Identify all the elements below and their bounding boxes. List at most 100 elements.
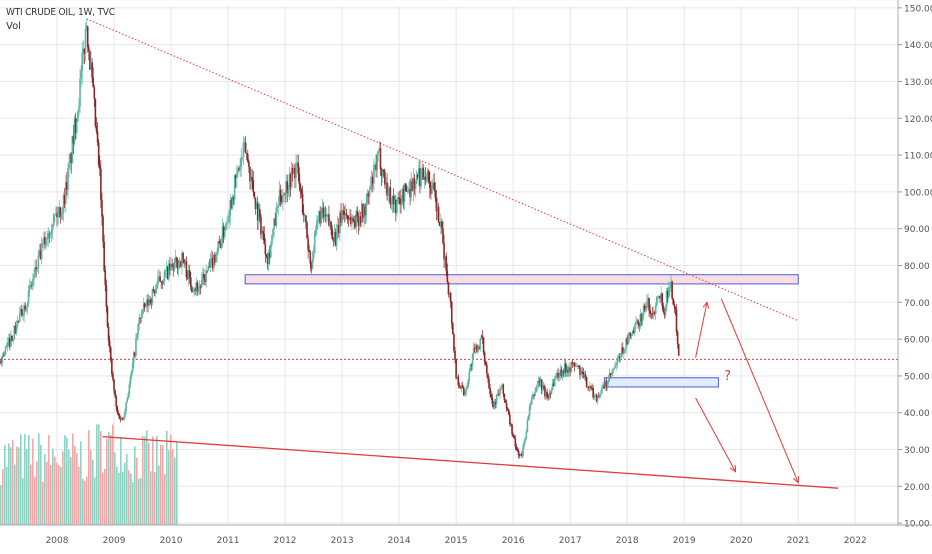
candle-body: [85, 26, 88, 30]
candle-body: [674, 306, 677, 310]
candle-body: [2, 355, 5, 357]
candle-body: [393, 200, 396, 205]
volume-bar: [10, 447, 12, 525]
candle-body: [183, 259, 186, 264]
candle-body: [115, 396, 118, 407]
candle-body: [464, 394, 466, 396]
candle-body: [63, 195, 66, 204]
candle-body: [327, 214, 329, 216]
candle-body: [548, 393, 551, 398]
candle-body: [444, 256, 446, 260]
candle-body: [607, 379, 610, 383]
candle-body: [154, 288, 157, 294]
candle-body: [163, 271, 166, 282]
volume-bar: [24, 434, 26, 525]
candle-body: [229, 199, 232, 216]
candle-body: [572, 362, 575, 365]
candle-body: [27, 290, 30, 304]
candle-body: [520, 453, 522, 456]
volume-bar: [158, 465, 160, 525]
candle-body: [395, 200, 397, 213]
candle-body: [441, 221, 443, 229]
candle-body: [376, 153, 378, 170]
candle-body: [505, 402, 508, 409]
candle-body: [524, 438, 527, 442]
candle-body: [320, 211, 323, 224]
candle-body: [261, 230, 263, 235]
projection-arrow: [720, 298, 798, 483]
volume-bar: [84, 480, 86, 525]
candle-body: [334, 231, 337, 246]
candle-body: [509, 414, 511, 425]
candle-body: [355, 210, 358, 228]
candle-body: [77, 111, 79, 122]
candle-body: [632, 330, 635, 333]
question-mark-annotation: ?: [724, 369, 731, 384]
symbol-label[interactable]: WTI CRUDE OIL, 1W, TVC: [6, 7, 115, 18]
candle-body: [287, 189, 290, 194]
candle-body: [268, 252, 271, 258]
candle-body: [525, 431, 528, 439]
candle-body: [652, 312, 655, 314]
candle-body: [423, 176, 426, 180]
candle-body: [241, 156, 244, 158]
y-tick-label: 20.00: [904, 483, 930, 493]
candle-body: [447, 282, 450, 295]
candle-body: [547, 397, 550, 399]
candle-body: [347, 219, 350, 220]
candle-body: [94, 98, 97, 127]
candle-body: [651, 313, 654, 315]
volume-bar: [140, 477, 142, 525]
volume-bar: [150, 471, 152, 525]
candle-body: [158, 276, 160, 278]
candle-body: [512, 434, 514, 436]
candle-body: [239, 167, 241, 171]
volume-bar: [162, 445, 164, 525]
candle-body: [120, 417, 123, 419]
volume-label[interactable]: Vol: [6, 21, 21, 32]
volume-bars: [0, 424, 178, 525]
candle-body: [316, 220, 318, 230]
candle-body: [574, 366, 577, 368]
projection-arrows[interactable]: [695, 298, 799, 483]
candle-body: [26, 303, 29, 308]
candle-body: [510, 424, 512, 425]
candle-body: [484, 361, 487, 365]
candle-body: [413, 178, 416, 190]
candle-body: [442, 228, 444, 243]
candle-body: [248, 161, 250, 168]
candle-body: [612, 369, 614, 374]
candle-body: [573, 362, 576, 367]
candle-body: [301, 194, 304, 213]
candle-body: [402, 188, 405, 202]
candle-body: [449, 292, 452, 303]
candle-body: [252, 180, 255, 192]
candle-body: [176, 260, 179, 269]
candle-body: [86, 26, 89, 48]
candle-body: [659, 296, 661, 299]
volume-bar: [30, 464, 32, 525]
candle-body: [51, 225, 54, 231]
volume-bar: [118, 472, 120, 525]
candle-body: [570, 362, 573, 372]
y-tick-label: 110.00: [904, 152, 932, 162]
support-zone: [603, 377, 719, 388]
candle-body: [106, 306, 109, 327]
candle-body: [387, 192, 389, 196]
candle-body: [526, 420, 529, 432]
candle-body: [487, 373, 489, 379]
zones[interactable]: [244, 274, 799, 388]
trendlines[interactable]: [0, 18, 898, 489]
candle-body: [230, 199, 233, 208]
candle-body: [117, 412, 120, 415]
candle-body: [404, 183, 407, 192]
volume-bar: [22, 478, 24, 525]
candle-body: [312, 253, 315, 259]
candle-body: [237, 168, 239, 173]
volume-bar: [106, 439, 108, 525]
volume-bar: [78, 466, 80, 525]
volume-bar: [4, 444, 6, 525]
volume-bar: [164, 474, 166, 525]
